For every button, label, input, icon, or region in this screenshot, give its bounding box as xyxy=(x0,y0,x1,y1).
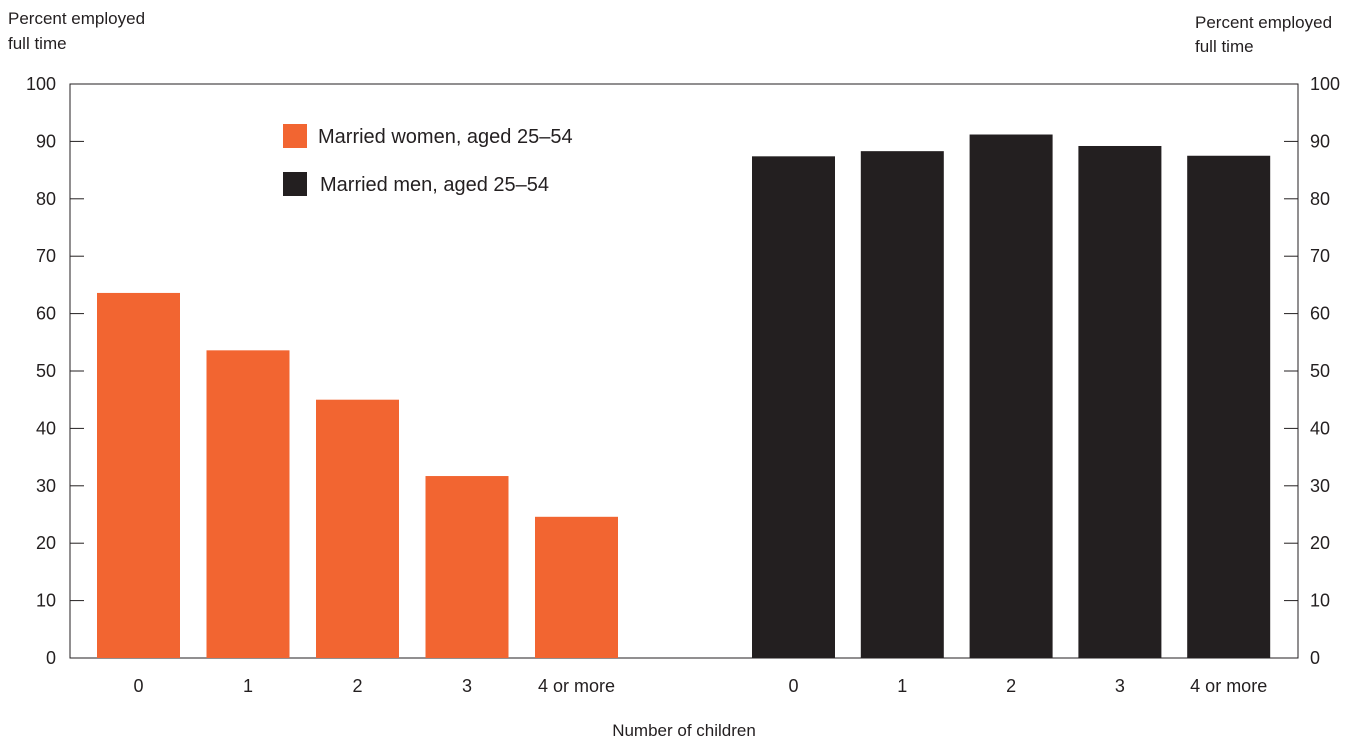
y-tick-label-left: 30 xyxy=(36,476,56,496)
bar-group0-4-or-more xyxy=(535,516,618,658)
y-tick-label-right: 10 xyxy=(1310,591,1330,611)
bar-group1-3 xyxy=(1078,145,1162,658)
y-tick-label-right: 100 xyxy=(1310,74,1340,94)
y-tick-label-right: 70 xyxy=(1310,246,1330,266)
y-tick-label-left: 60 xyxy=(36,304,56,324)
legend: Married women, aged 25–54 Married men, a… xyxy=(283,124,573,196)
y-tick-label-left: 0 xyxy=(46,648,56,668)
right-axis-title-line-2: full time xyxy=(1195,37,1254,56)
y-tick-label-left: 50 xyxy=(36,361,56,381)
bar-group1-0 xyxy=(752,156,835,658)
legend-swatch-married-women xyxy=(283,124,307,148)
y-axis-ticks: 0 0 10 10 20 20 30 30 40 40 50 50 60 60 70 70 80 80 90 90 10… xyxy=(26,74,1340,668)
bar-group1-1 xyxy=(860,151,944,658)
y-tick-label-left: 80 xyxy=(36,189,56,209)
right-axis-title-line-1: Percent employed xyxy=(1195,13,1332,32)
legend-swatch-married-men xyxy=(283,172,307,196)
x-tick-label: 3 xyxy=(1115,676,1125,696)
legend-label-married-women: Married women, aged 25–54 xyxy=(318,126,573,148)
y-tick-label-left: 70 xyxy=(36,246,56,266)
y-tick-label-left: 10 xyxy=(36,591,56,611)
x-tick-label: 3 xyxy=(462,676,472,696)
x-tick-label: 2 xyxy=(1006,676,1016,696)
x-tick-label: 4 or more xyxy=(1190,676,1267,696)
bars xyxy=(97,134,1271,659)
bar-group0-3 xyxy=(425,476,509,658)
y-tick-label-right: 40 xyxy=(1310,418,1330,438)
bar-group1-4-or-more xyxy=(1187,155,1271,658)
y-tick-label-right: 60 xyxy=(1310,304,1330,324)
x-tick-label: 4 or more xyxy=(538,676,615,696)
y-tick-label-right: 20 xyxy=(1310,533,1330,553)
y-tick-label-left: 20 xyxy=(36,533,56,553)
y-tick-label-right: 80 xyxy=(1310,189,1330,209)
y-tick-label-left: 100 xyxy=(26,74,56,94)
left-axis-title-line-1: Percent employed xyxy=(8,9,145,28)
x-tick-label: 0 xyxy=(133,676,143,696)
y-tick-label-right: 30 xyxy=(1310,476,1330,496)
x-axis-tick-labels: 0 1 2 3 4 or more 0 1 2 3 4 or more xyxy=(133,676,1267,696)
x-tick-label: 1 xyxy=(243,676,253,696)
x-tick-label: 1 xyxy=(897,676,907,696)
legend-label-married-men: Married men, aged 25–54 xyxy=(320,174,549,196)
y-tick-label-right: 90 xyxy=(1310,131,1330,151)
y-tick-label-right: 0 xyxy=(1310,648,1320,668)
left-axis-title-line-2: full time xyxy=(8,34,67,53)
x-tick-label: 2 xyxy=(352,676,362,696)
y-tick-label-left: 40 xyxy=(36,418,56,438)
bar-group1-2 xyxy=(969,134,1053,659)
x-axis-title: Number of children xyxy=(612,721,756,740)
x-tick-label: 0 xyxy=(788,676,798,696)
bar-group0-0 xyxy=(97,292,180,658)
y-tick-label-left: 90 xyxy=(36,131,56,151)
bar-group0-2 xyxy=(316,399,399,658)
bar-group0-1 xyxy=(206,350,290,658)
y-tick-label-right: 50 xyxy=(1310,361,1330,381)
